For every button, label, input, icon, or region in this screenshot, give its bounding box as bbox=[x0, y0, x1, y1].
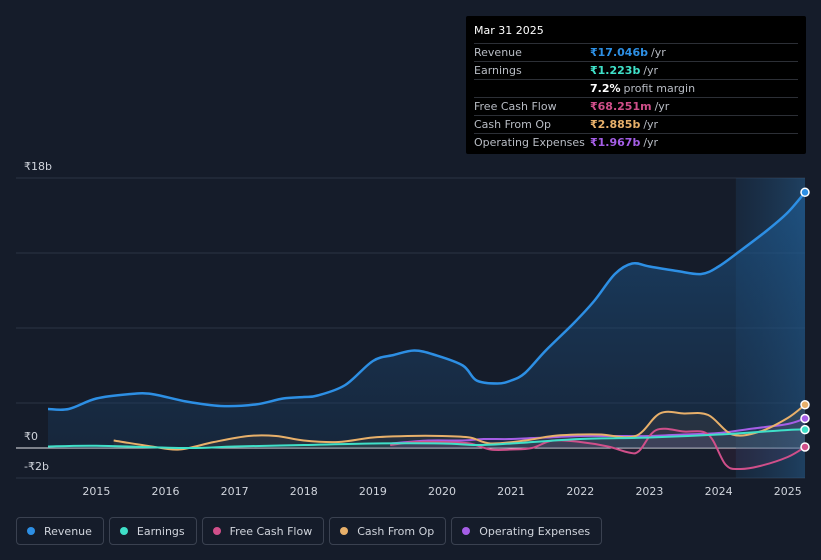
revenue-end-marker bbox=[800, 187, 810, 198]
tooltip-row-unit: /yr bbox=[643, 118, 659, 131]
tooltip-date: Mar 31 2025 bbox=[474, 24, 544, 37]
tooltip-row-label: Earnings bbox=[474, 64, 522, 77]
legend-dot-icon bbox=[27, 527, 35, 535]
earnings-end-marker bbox=[800, 424, 810, 435]
chart-plot: ₹18b ₹0 -₹2b 2015 2016 2017 2018 2019 2020 2021 20… bbox=[16, 160, 810, 498]
legend-label: Earnings bbox=[136, 524, 185, 538]
earnings-area bbox=[48, 429, 805, 449]
legend-label: Cash From Op bbox=[357, 524, 435, 538]
tooltip-row-unit: /yr bbox=[643, 136, 659, 149]
tooltip-row-value: ₹1.223b bbox=[590, 64, 641, 77]
tooltip-row-value: 7.2% bbox=[590, 82, 621, 95]
legend-dot-icon bbox=[212, 527, 221, 535]
revenue-line bbox=[47, 191, 806, 412]
y-axis-bottom-label: -₹2b bbox=[24, 460, 49, 473]
x-tick-label: 2015 bbox=[82, 485, 110, 498]
y-axis-zero-label: ₹0 bbox=[24, 430, 38, 443]
earnings-line bbox=[47, 428, 806, 450]
free-cash-flow-line bbox=[390, 427, 806, 471]
tooltip-row: 7.2% profit margin bbox=[474, 79, 798, 97]
tooltip-row-label: Cash From Op bbox=[474, 118, 552, 131]
legend-item-operating-expenses[interactable]: Operating Expenses bbox=[451, 517, 603, 545]
operating-expenses-line bbox=[390, 417, 806, 445]
x-tick-label: 2018 bbox=[290, 485, 318, 498]
tooltip-row-value: ₹17.046b bbox=[590, 46, 648, 59]
tooltip-row: Earnings ₹1.223b/yr bbox=[474, 61, 798, 79]
cash-from-op-end-marker bbox=[800, 399, 810, 410]
free-cash-flow-area bbox=[390, 428, 805, 470]
tooltip-row-label: Revenue bbox=[474, 46, 522, 59]
legend: Revenue Earnings Free Cash Flow Cash From O… bbox=[16, 517, 607, 545]
tooltip-row-value: ₹2.885b bbox=[590, 118, 641, 131]
tooltip-row-label: Operating Expenses bbox=[474, 136, 585, 149]
revenue-area bbox=[48, 192, 805, 448]
tooltip-row-unit: profit margin bbox=[623, 82, 696, 95]
legend-dot-icon bbox=[340, 527, 349, 535]
operating-expenses-end-marker bbox=[800, 413, 810, 424]
tooltip-row: Revenue ₹17.046b/yr bbox=[474, 43, 798, 61]
x-tick-label: 2025 bbox=[774, 485, 802, 498]
x-tick-label: 2017 bbox=[221, 485, 249, 498]
cash-from-op-line bbox=[113, 403, 806, 451]
y-axis-top-label: ₹18b bbox=[24, 160, 52, 173]
legend-label: Revenue bbox=[44, 524, 92, 538]
tooltip-row-value: ₹68.251m bbox=[590, 100, 652, 113]
legend-item-cash-from-op[interactable]: Cash From Op bbox=[329, 517, 447, 545]
legend-dot-icon bbox=[119, 527, 128, 535]
tooltip-row-label: Free Cash Flow bbox=[474, 100, 557, 113]
legend-item-free-cash-flow[interactable]: Free Cash Flow bbox=[201, 517, 325, 545]
x-tick-label: 2016 bbox=[152, 485, 180, 498]
legend-label: Free Cash Flow bbox=[229, 524, 313, 538]
tooltip-panel: Mar 31 2025 Revenue ₹17.046b/yr Earnings ₹1… bbox=[466, 16, 806, 154]
tooltip-row: Cash From Op ₹2.885b/yr bbox=[474, 115, 798, 133]
x-tick-label: 2019 bbox=[359, 485, 387, 498]
legend-dot-icon bbox=[462, 527, 471, 535]
x-tick-label: 2020 bbox=[428, 485, 456, 498]
x-tick-label: 2023 bbox=[635, 485, 663, 498]
tooltip-row-unit: /yr bbox=[650, 46, 666, 59]
x-tick-label: 2024 bbox=[705, 485, 733, 498]
x-tick-label: 2022 bbox=[566, 485, 594, 498]
legend-label: Operating Expenses bbox=[479, 524, 591, 538]
free-cash-flow-end-marker bbox=[800, 442, 810, 452]
tooltip-row-value: ₹1.967b bbox=[590, 136, 641, 149]
tooltip-row-unit: /yr bbox=[654, 100, 670, 113]
tooltip-row: Operating Expenses ₹1.967b/yr bbox=[474, 133, 798, 151]
legend-item-earnings[interactable]: Earnings bbox=[108, 517, 197, 545]
legend-item-revenue[interactable]: Revenue bbox=[16, 517, 104, 545]
tooltip-row: Free Cash Flow ₹68.251m/yr bbox=[474, 97, 798, 115]
x-tick-label: 2021 bbox=[497, 485, 525, 498]
operating-expenses-area bbox=[390, 418, 805, 448]
tooltip-row-unit: /yr bbox=[643, 64, 659, 77]
